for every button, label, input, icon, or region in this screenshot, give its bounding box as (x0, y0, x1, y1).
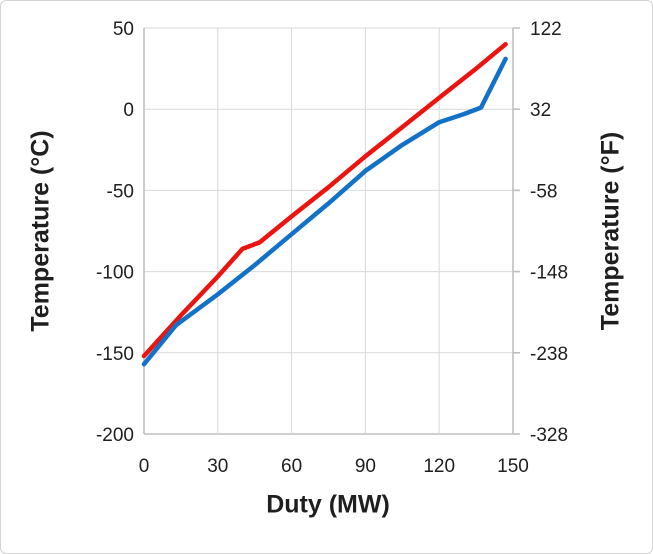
y-right-tick-label: 32 (530, 100, 551, 121)
y-left-tick-label: -200 (96, 425, 134, 446)
y-left-tick-label: 50 (113, 19, 134, 40)
y-left-tick-label: -50 (107, 181, 134, 202)
y-right-tick-label: -58 (530, 181, 557, 202)
red-line (141, 41, 508, 359)
x-tick-label: 30 (207, 456, 228, 477)
y-axis-right-title: Temperature (°F) (596, 131, 625, 331)
x-tick-label: 60 (281, 456, 302, 477)
x-tick-label: 150 (497, 456, 529, 477)
y-left-tick-label: -150 (96, 344, 134, 365)
y-right-tick-label: -238 (530, 344, 568, 365)
y-left-tick-label: -100 (96, 263, 134, 284)
x-axis-title: Duty (MW) (266, 490, 390, 519)
y-right-tick-label: -148 (530, 263, 568, 284)
x-tick-label: 90 (355, 456, 376, 477)
y-left-tick-label: 0 (123, 100, 134, 121)
x-tick-label: 120 (423, 456, 455, 477)
y-axis-left-title: Temperature (°C) (26, 130, 55, 332)
y-right-tick-label: -328 (530, 425, 568, 446)
x-tick-label: 0 (139, 456, 150, 477)
blue-line (141, 56, 508, 367)
y-right-tick-label: 122 (530, 19, 562, 40)
